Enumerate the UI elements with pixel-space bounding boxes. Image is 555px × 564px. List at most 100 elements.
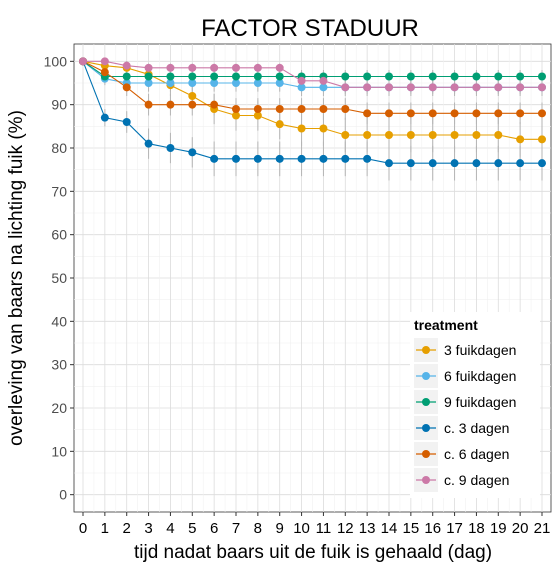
data-point: [538, 72, 546, 81]
data-point: [538, 83, 546, 92]
legend-label: c. 3 dagen: [444, 420, 509, 436]
data-point: [385, 159, 393, 168]
x-tick-label: 12: [337, 520, 354, 537]
data-point: [385, 109, 393, 118]
data-point: [253, 79, 262, 87]
data-point: [341, 131, 350, 139]
data-point: [297, 154, 306, 163]
data-point: [494, 109, 503, 118]
data-point: [122, 61, 131, 70]
x-tick-label: 6: [210, 520, 218, 537]
x-tick-label: 19: [490, 520, 507, 537]
y-tick-label: 50: [51, 270, 67, 286]
data-point: [275, 79, 284, 87]
data-point: [297, 124, 306, 133]
data-point: [538, 135, 546, 144]
data-point: [232, 63, 240, 72]
y-axis-label: overleving van baars na lichting fuik (%…: [6, 110, 27, 446]
data-point: [406, 109, 415, 118]
data-point: [341, 83, 350, 92]
legend-items: 3 fuikdagen 6 fuikdagen 9 fuikdagen c. 3 da…: [414, 338, 516, 492]
data-point: [450, 72, 459, 81]
data-point: [275, 154, 284, 163]
data-point: [275, 120, 284, 129]
data-point: [341, 105, 350, 113]
data-point: [385, 131, 393, 139]
y-tick-label: 70: [51, 183, 67, 199]
data-point: [450, 83, 459, 92]
data-point: [450, 131, 459, 139]
data-point: [319, 105, 328, 113]
data-point: [341, 154, 350, 163]
data-point: [188, 63, 197, 72]
series-line: [82, 60, 542, 140]
data-point: [210, 63, 219, 72]
data-point: [210, 79, 219, 87]
data-point: [275, 72, 284, 81]
data-point: [363, 83, 372, 92]
data-point: [494, 72, 503, 81]
data-point: [188, 72, 197, 81]
data-point: [253, 111, 262, 120]
x-tick-label: 14: [381, 520, 398, 537]
data-point: [122, 83, 131, 92]
data-point: [232, 79, 240, 87]
y-tick-label: 10: [51, 443, 67, 459]
y-tick-label: 90: [51, 97, 67, 113]
legend-label: c. 6 dagen: [444, 446, 509, 462]
data-point: [494, 159, 503, 168]
x-tick-label: 9: [276, 520, 284, 537]
data-point: [210, 72, 219, 81]
data-point: [363, 131, 372, 139]
data-point: [166, 63, 175, 72]
x-tick-label: 20: [512, 520, 529, 537]
data-point: [385, 72, 393, 81]
data-point: [472, 131, 481, 139]
data-point: [253, 72, 262, 81]
series-points: [79, 57, 546, 168]
series-lines: [82, 60, 542, 164]
data-point: [428, 109, 437, 118]
y-tick-label: 20: [51, 400, 67, 416]
data-point: [275, 63, 284, 72]
data-point: [232, 111, 240, 120]
data-point: [406, 159, 415, 168]
x-tick-label: 13: [359, 520, 376, 537]
x-tick-label: 15: [403, 520, 420, 537]
data-point: [472, 83, 481, 92]
data-point: [319, 154, 328, 163]
chart-title: FACTOR STADUUR: [201, 15, 419, 42]
series-line: [82, 61, 542, 164]
data-point: [516, 109, 525, 118]
legend: treatment 3 fuikdagen 6 fuikdagen 9 fuikda…: [410, 312, 540, 498]
y-tick-label: 80: [51, 140, 67, 156]
data-point: [100, 57, 109, 66]
data-point: [144, 79, 153, 87]
data-point: [450, 109, 459, 118]
data-point: [122, 72, 131, 81]
data-point: [341, 72, 350, 81]
data-point: [428, 131, 437, 139]
data-point: [538, 109, 546, 118]
data-point: [472, 159, 481, 168]
x-axis-label: tijd nadat baars uit de fuik is gehaald …: [134, 542, 492, 563]
data-point: [100, 68, 109, 77]
data-point: [166, 144, 175, 152]
data-point: [428, 72, 437, 81]
data-point: [319, 83, 328, 92]
data-point: [428, 83, 437, 92]
legend-label: c. 9 dagen: [444, 472, 509, 488]
x-tick-label: 17: [446, 520, 463, 537]
data-point: [166, 100, 175, 109]
y-tick-label: 40: [51, 313, 67, 329]
data-point: [232, 154, 240, 163]
data-point: [144, 100, 153, 109]
x-tick-label: 4: [166, 520, 174, 537]
y-tick-label: 0: [59, 487, 67, 503]
series-line: [82, 60, 542, 78]
data-point: [494, 83, 503, 92]
data-point: [166, 72, 175, 81]
x-tick-label: 18: [468, 520, 485, 537]
legend-key-point: [422, 424, 430, 432]
legend-key-point: [422, 372, 430, 380]
